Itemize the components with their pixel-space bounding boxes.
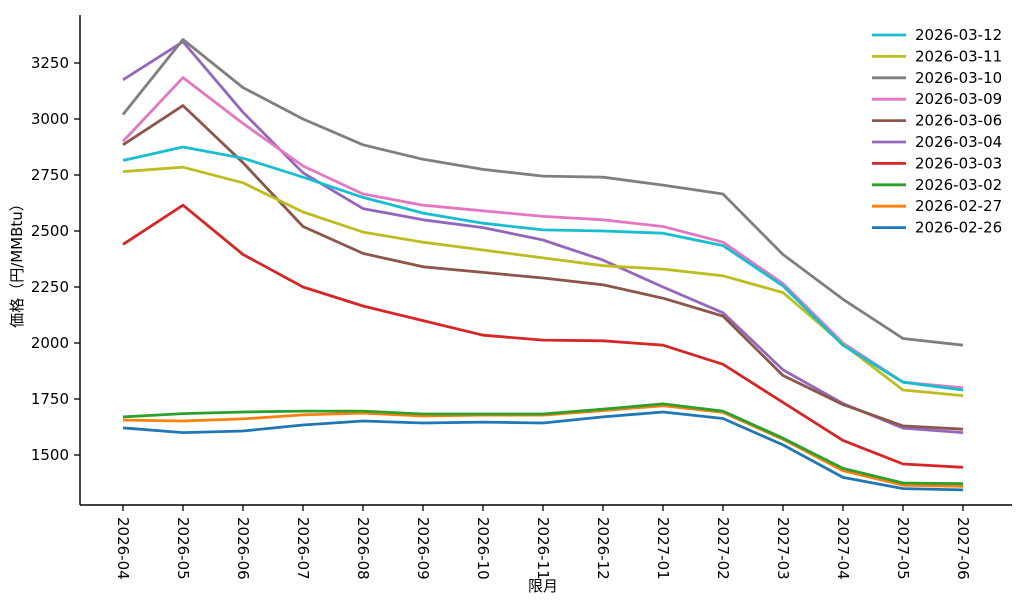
legend-label: 2026-03-03 [915,154,1002,172]
axes-layer: 1500 1750 2000 2250 2500 2750 3000 3250 2026-04 2… [31,15,1012,580]
x-axis-tick-label: 2027-06 [954,517,972,580]
legend-item: 2026-03-11 [872,47,1002,65]
y-axis-tick-label: 2000 [31,334,69,352]
series-line-2026-03-12 [122,145,964,392]
series-line-2026-03-03 [122,203,964,469]
legend-item: 2026-03-12 [872,26,1002,44]
series-line-2026-03-02 [122,402,964,486]
y-axis-tick-label: 2750 [31,166,69,184]
legend-item: 2026-03-09 [872,90,1002,108]
legend-label: 2026-03-10 [915,69,1002,87]
legend-item: 2026-03-02 [872,176,1002,194]
legend-item: 2026-03-06 [872,112,1002,130]
y-axis-tick-label: 2500 [31,222,69,240]
x-axis-tick-label: 2026-09 [414,517,432,580]
legend-label: 2026-03-02 [915,176,1002,194]
x-axis-tick-label: 2026-08 [354,517,372,580]
x-axis-tick-label: 2026-07 [294,517,312,580]
x-axis-tick-label: 2026-04 [114,517,132,580]
series-line-2026-03-04 [122,40,964,434]
y-axis-tick-label: 3000 [31,110,69,128]
x-axis-tick-label: 2027-03 [774,517,792,580]
legend-label: 2026-02-27 [915,197,1002,215]
y-axis-tick-label: 1750 [31,390,69,408]
legend-item: 2026-03-04 [872,133,1002,151]
legend-item: 2026-02-27 [872,197,1002,215]
series-line-2026-03-10 [121,38,964,347]
series-layer [121,38,964,492]
legend-label: 2026-03-04 [915,133,1002,151]
legend-item: 2026-03-03 [872,154,1002,172]
series-line-2026-02-26 [122,410,964,492]
legend: 2026-03-12 2026-03-11 2026-03-10 2026-03-09… [872,26,1002,237]
y-axis-tick-label: 1500 [31,446,69,464]
legend-label: 2026-03-06 [915,112,1002,130]
legend-item: 2026-03-10 [872,69,1002,87]
y-axis-title: 価格（円/MMBtu） [8,196,26,328]
legend-item: 2026-02-26 [872,219,1002,237]
legend-label: 2026-03-12 [915,26,1002,44]
x-axis-tick-label: 2027-02 [714,517,732,580]
x-axis-tick-label: 2026-06 [234,517,252,580]
series-line-2026-03-09 [121,76,964,390]
series-line-2026-03-06 [122,104,964,431]
series-line-2026-03-11 [122,165,964,397]
y-axis-tick-label: 3250 [31,54,69,72]
x-axis-title: 限月 [528,577,558,595]
legend-label: 2026-02-26 [915,219,1002,237]
x-axis-tick-label: 2027-05 [894,517,912,580]
x-axis-tick-label: 2026-11 [534,517,552,580]
x-axis-tick-label: 2027-01 [654,517,672,580]
legend-label: 2026-03-09 [915,90,1002,108]
x-axis-tick-label: 2026-05 [174,517,192,580]
x-axis-tick-label: 2026-10 [474,517,492,580]
x-axis-tick-label: 2026-12 [594,517,612,580]
legend-label: 2026-03-11 [915,47,1002,65]
x-axis-tick-label: 2027-04 [834,517,852,580]
y-axis-tick-label: 2250 [31,278,69,296]
